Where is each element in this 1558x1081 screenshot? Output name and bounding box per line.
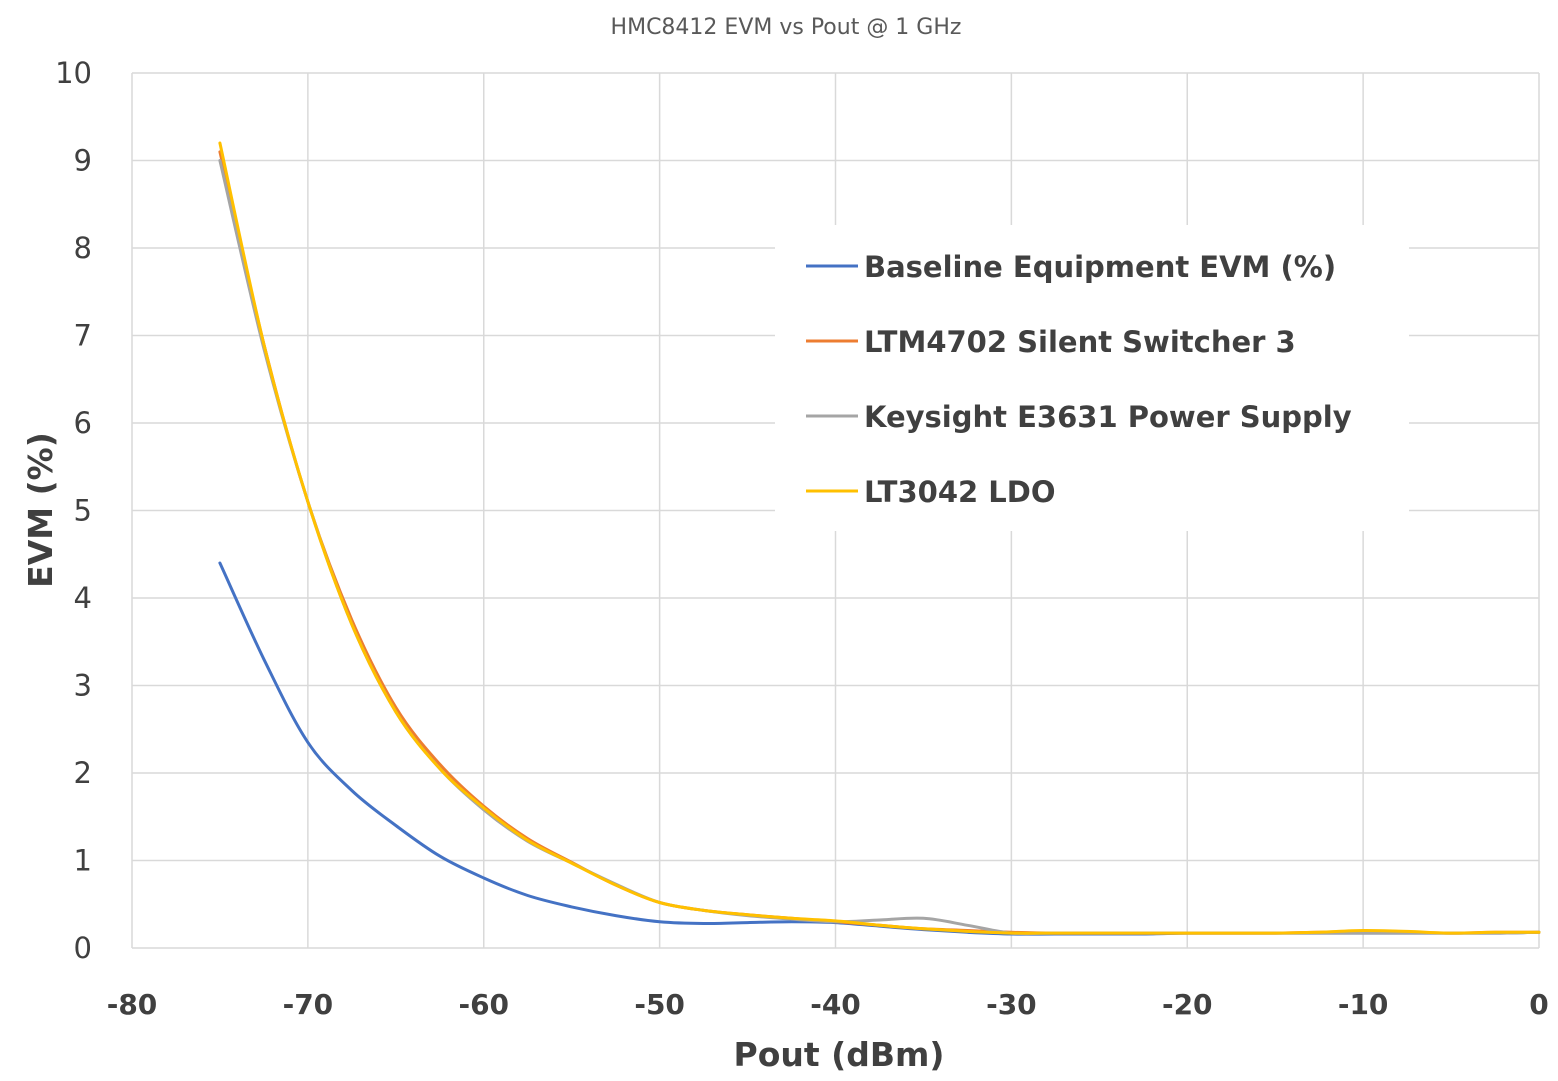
y-tick-label: 7 — [74, 319, 92, 353]
y-tick-label: 0 — [74, 931, 92, 965]
legend-label: LT3042 LDO — [864, 475, 1055, 509]
x-tick-label: -40 — [810, 988, 861, 1021]
x-tick-label: -10 — [1338, 988, 1389, 1021]
x-tick-label: -80 — [107, 988, 158, 1021]
y-axis-label: EVM (%) — [21, 432, 60, 588]
x-tick-labels: -80 -70 -60 -50 -40 -30 -20 -10 0 — [107, 988, 1549, 1021]
y-tick-label: 3 — [74, 669, 92, 703]
y-tick-label: 10 — [55, 56, 92, 90]
legend-label: LTM4702 Silent Switcher 3 — [864, 325, 1296, 359]
x-tick-label: -50 — [634, 988, 685, 1021]
x-tick-label: -60 — [458, 988, 509, 1021]
x-tick-label: -20 — [1162, 988, 1213, 1021]
y-tick-label: 1 — [74, 844, 92, 878]
legend-label: Keysight E3631 Power Supply — [864, 400, 1352, 434]
series-line-4 — [218, 141, 1541, 935]
y-tick-label: 2 — [74, 756, 92, 790]
x-tick-label: -70 — [283, 988, 334, 1021]
y-tick-label: 9 — [74, 144, 92, 178]
y-tick-label: 8 — [74, 231, 92, 265]
y-tick-label: 4 — [74, 581, 92, 615]
x-tick-label: 0 — [1529, 988, 1548, 1021]
y-tick-label: 5 — [74, 494, 92, 528]
grid-lines — [131, 72, 1540, 949]
x-axis-label: Pout (dBm) — [734, 1035, 945, 1074]
chart-title: HMC8412 EVM vs Pout @ 1 GHz — [611, 15, 962, 40]
y-tick-labels: 0 1 2 3 4 5 6 7 8 9 10 — [55, 56, 92, 965]
legend-box — [775, 225, 1409, 531]
series-lines — [218, 141, 1541, 936]
legend-label: Baseline Equipment EVM (%) — [864, 250, 1336, 284]
x-tick-label: -30 — [986, 988, 1037, 1021]
y-tick-label: 6 — [74, 406, 92, 440]
legend: Baseline Equipment EVM (%) LTM4702 Silent… — [775, 225, 1409, 531]
